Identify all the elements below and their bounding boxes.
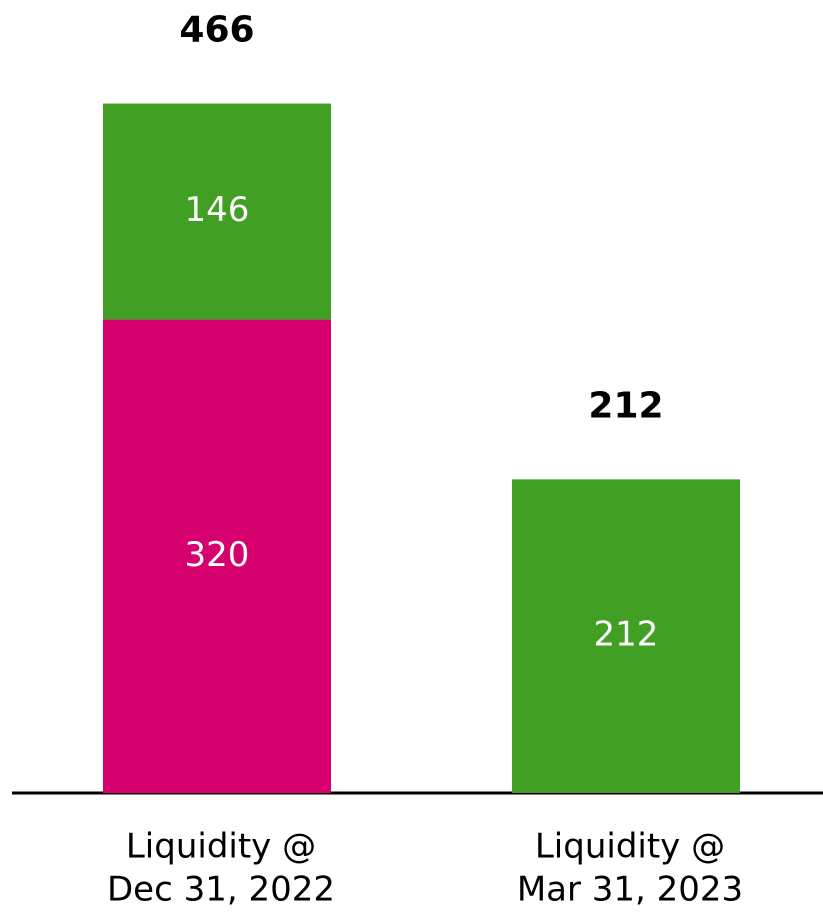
x-tick-label: Mar 31, 2023 <box>517 870 743 910</box>
x-tick-label: Liquidity @ <box>126 827 316 867</box>
bar-segment <box>103 319 331 793</box>
data-label: 212 <box>594 615 659 655</box>
x-tick-label: Liquidity @ <box>535 827 725 867</box>
x-tick-label: Dec 31, 2022 <box>107 870 335 910</box>
bar-segment <box>512 479 740 793</box>
data-label: 320 <box>185 535 250 575</box>
total-label: 212 <box>588 385 663 426</box>
total-label: 466 <box>179 10 254 51</box>
data-label: 146 <box>185 190 250 230</box>
bar-segment <box>103 103 331 320</box>
